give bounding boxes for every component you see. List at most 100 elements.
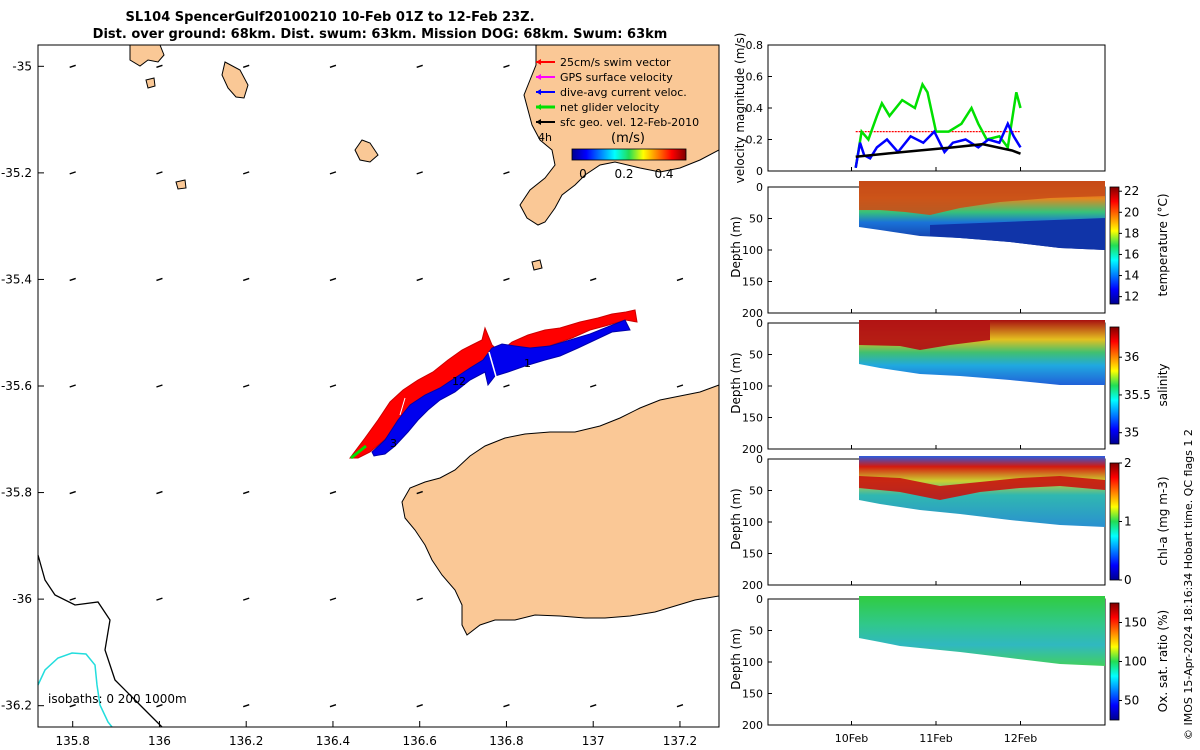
track-label-1: 1 [524,357,531,370]
oxygen-ytick-label-1: 50 [749,625,763,638]
temperature-ylabel: Depth (m) [729,216,743,277]
map-ytick-label-2: -35.4 [1,272,32,286]
section-oxygen [767,596,1120,726]
temperature-cbar-label-1: 14 [1124,269,1139,283]
geo-arrow-39 [503,704,510,708]
map-xtick-label-2: 136.2 [229,734,263,748]
map-ytick-label-6: -36.2 [1,699,32,713]
temperature-cbar-title: temperature (°C) [1156,194,1170,297]
legend-label-current: dive-avg current veloc. [560,86,687,99]
geo-arrow-21 [329,64,337,68]
oxygen-cbar-title: Ox. sat. ratio (%) [1156,610,1170,712]
legend-label-geo: sfc geo. vel. 12-Feb-2010 [560,116,699,129]
oxygen-ylabel: Depth (m) [729,628,743,689]
temperature-ytick-label-2: 100 [742,244,763,257]
legend-arrow-geo [536,119,541,125]
temperature-ytick-label-3: 150 [742,276,763,289]
geo-arrow-41 [589,384,597,388]
oxygen-ytick-label-4: 200 [742,719,763,732]
land-island-c [354,139,379,163]
legend-4h: 4h [538,131,552,144]
land-island-f [531,259,543,271]
track-label-3: 3 [390,437,397,450]
section-temperature [767,181,1120,314]
colorbar-tick-02: 0.2 [614,167,633,181]
vel-ytick-label-0: 0 [756,165,763,178]
geo-arrow-43 [676,277,684,282]
oxygen-field [859,596,1105,666]
vel-series-3 [855,142,1021,159]
geo-arrow-32 [416,490,423,495]
geo-arrow-16 [242,277,250,282]
temperature-ytick-label-4: 200 [742,307,763,320]
geo-arrow-5 [69,597,76,601]
map-ytick-label-0: -35 [12,59,32,73]
map-ytick-label-4: -35.8 [1,486,32,500]
temperature-warm-layer [859,181,1105,215]
geo-arrow-19 [242,597,250,601]
geo-arrow-2 [69,277,76,282]
geo-arrow-4 [69,490,76,495]
geo-arrow-1 [69,171,76,175]
time-xtick-label-1: 11Feb [919,732,952,745]
oxygen-ytick-label-2: 100 [742,656,763,669]
geo-arrow-33 [416,597,423,601]
map-y-axis: -35 -35.2 -35.4 -35.6 -35.8 -36 -36.2 [1,59,44,713]
title-line2: Dist. over ground: 68km. Dist. swum: 63k… [93,27,668,42]
temperature-cbar-label-2: 16 [1124,247,1139,261]
glider-track: 12 1 3 [349,309,638,460]
map-xtick-label-7: 137.2 [663,734,697,748]
geo-arrow-6 [69,704,76,708]
temperature-cbar-label-0: 12 [1124,290,1139,304]
chl-ytick-label-2: 100 [742,516,763,529]
geo-arrow-13 [156,704,163,708]
section-chl [767,456,1120,586]
geo-arrow-0 [69,64,76,68]
legend-arrow-net [536,104,541,110]
temperature-cbar-label-3: 18 [1124,226,1139,240]
geo-arrow-11 [156,490,163,495]
land-island-d [145,77,156,89]
section-panels [767,181,1120,726]
geo-arrow-10 [156,384,163,388]
salinity-cbar-label-1: 35.5 [1124,388,1151,402]
geo-arrow-36 [503,171,510,175]
colorbar-bar [571,148,687,161]
velocity-ylabel: velocity magnitude (m/s) [733,33,747,184]
oxygen-cbar-label-2: 150 [1124,616,1147,630]
geo-arrow-34 [416,704,423,708]
geo-arrow-15 [242,171,250,175]
map-legend: 25cm/s swim vector GPS surface velocity … [536,56,699,144]
land-island-a [129,44,165,67]
track-label-12: 12 [452,375,466,388]
legend-arrow-gps [536,74,541,80]
temperature-cbar-label-5: 22 [1124,184,1139,198]
geo-arrow-30 [416,277,423,282]
geo-arrow-20 [242,704,250,708]
map-xtick-label-6: 137 [582,734,605,748]
salinity-cbar-title: salinity [1156,363,1170,406]
map-xtick-label-3: 136.4 [316,734,350,748]
isobath-200-line [37,554,163,728]
time-xtick-label-0: 10Feb [835,732,868,745]
geo-arrow-45 [676,704,684,708]
geo-arrow-44 [676,384,684,388]
geo-arrow-28 [416,64,423,68]
geo-arrow-23 [329,277,337,282]
map-x-axis: 135.8 136 136.2 136.4 136.6 136.8 137 137.2 [56,721,697,748]
salinity-ytick-label-0: 0 [756,317,763,330]
time-xtick-label-2: 12Feb [1004,732,1037,745]
map-xtick-label-5: 136.8 [489,734,523,748]
speed-colorbar: (m/s) 0 0.2 0.4 [571,131,687,181]
land-island-e [175,179,187,190]
geo-arrow-42 [589,704,597,708]
vel-ytick-label-4: 0.8 [746,39,764,52]
velocity-frame [767,44,1106,172]
chl-cbar-title: chl-a (mg m-3) [1156,476,1170,565]
temperature-deep [930,218,1105,250]
map-xtick-label-4: 136.6 [403,734,437,748]
geo-arrow-26 [329,597,337,601]
chl-cbar-label-0: 0 [1124,573,1132,587]
